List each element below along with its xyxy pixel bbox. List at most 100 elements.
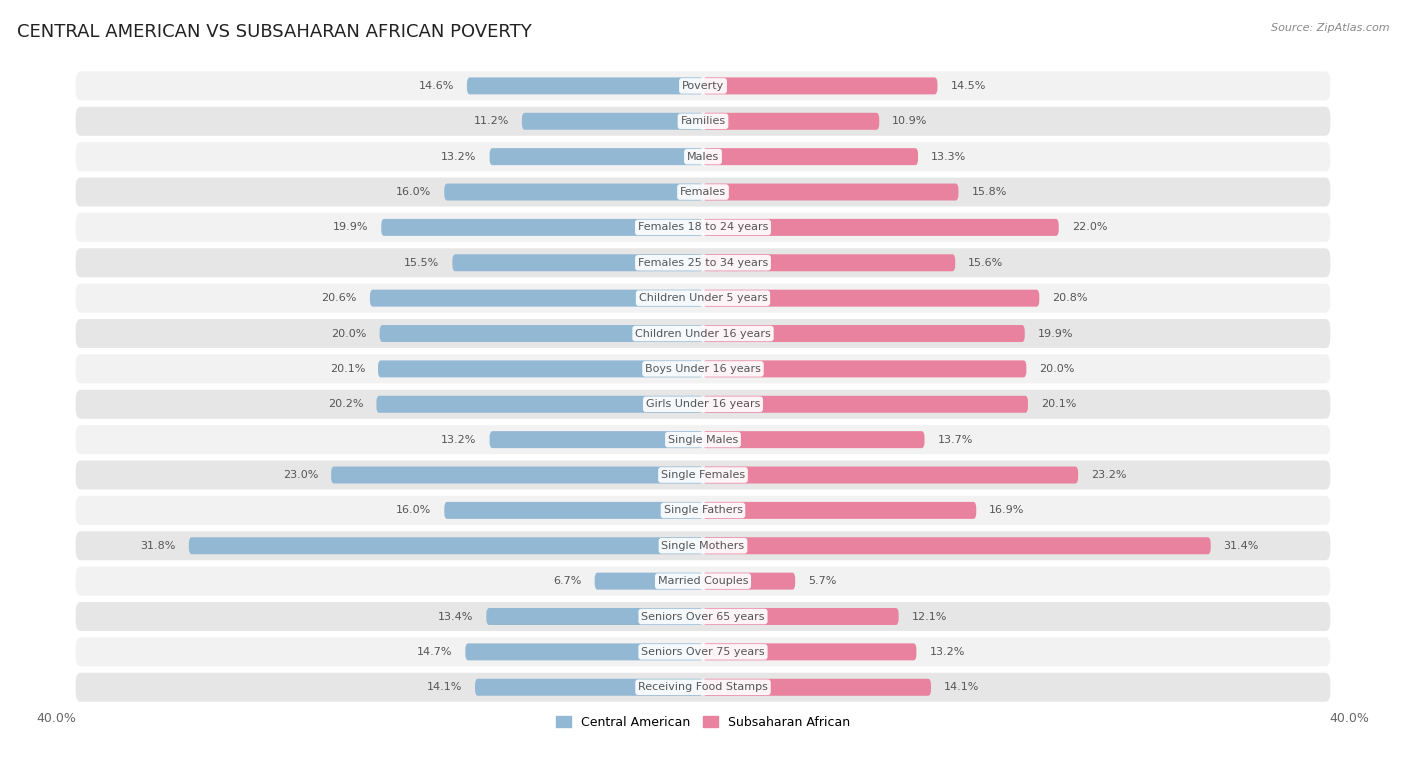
FancyBboxPatch shape <box>703 360 1026 377</box>
Text: 31.8%: 31.8% <box>141 540 176 551</box>
FancyBboxPatch shape <box>76 319 1330 348</box>
Text: 14.6%: 14.6% <box>419 81 454 91</box>
Text: Females 18 to 24 years: Females 18 to 24 years <box>638 222 768 233</box>
Text: Single Mothers: Single Mothers <box>661 540 745 551</box>
Text: 10.9%: 10.9% <box>893 116 928 127</box>
FancyBboxPatch shape <box>703 219 1059 236</box>
Text: Seniors Over 65 years: Seniors Over 65 years <box>641 612 765 622</box>
FancyBboxPatch shape <box>76 107 1330 136</box>
FancyBboxPatch shape <box>332 466 703 484</box>
FancyBboxPatch shape <box>703 325 1025 342</box>
Text: 20.0%: 20.0% <box>332 328 367 339</box>
FancyBboxPatch shape <box>703 537 1211 554</box>
Text: Single Males: Single Males <box>668 434 738 445</box>
FancyBboxPatch shape <box>76 602 1330 631</box>
FancyBboxPatch shape <box>76 283 1330 312</box>
Text: 15.5%: 15.5% <box>404 258 440 268</box>
Text: 20.2%: 20.2% <box>328 399 363 409</box>
Text: CENTRAL AMERICAN VS SUBSAHARAN AFRICAN POVERTY: CENTRAL AMERICAN VS SUBSAHARAN AFRICAN P… <box>17 23 531 41</box>
Text: 11.2%: 11.2% <box>474 116 509 127</box>
Text: 16.0%: 16.0% <box>396 187 432 197</box>
FancyBboxPatch shape <box>522 113 703 130</box>
Text: Receiving Food Stamps: Receiving Food Stamps <box>638 682 768 692</box>
FancyBboxPatch shape <box>76 355 1330 384</box>
Text: 19.9%: 19.9% <box>1038 328 1073 339</box>
FancyBboxPatch shape <box>380 325 703 342</box>
Text: 23.0%: 23.0% <box>283 470 318 480</box>
FancyBboxPatch shape <box>703 77 938 95</box>
FancyBboxPatch shape <box>703 396 1028 413</box>
FancyBboxPatch shape <box>703 254 955 271</box>
Text: 14.5%: 14.5% <box>950 81 986 91</box>
FancyBboxPatch shape <box>76 673 1330 702</box>
Text: 20.1%: 20.1% <box>329 364 366 374</box>
Text: 20.1%: 20.1% <box>1040 399 1077 409</box>
Text: 20.8%: 20.8% <box>1052 293 1088 303</box>
FancyBboxPatch shape <box>76 425 1330 454</box>
FancyBboxPatch shape <box>703 572 796 590</box>
FancyBboxPatch shape <box>486 608 703 625</box>
FancyBboxPatch shape <box>703 644 917 660</box>
FancyBboxPatch shape <box>76 71 1330 100</box>
FancyBboxPatch shape <box>489 148 703 165</box>
Text: 19.9%: 19.9% <box>333 222 368 233</box>
Text: 13.4%: 13.4% <box>439 612 474 622</box>
Text: 13.2%: 13.2% <box>441 434 477 445</box>
FancyBboxPatch shape <box>76 213 1330 242</box>
Text: Families: Families <box>681 116 725 127</box>
Text: Married Couples: Married Couples <box>658 576 748 586</box>
Text: 15.6%: 15.6% <box>969 258 1004 268</box>
Text: 13.7%: 13.7% <box>938 434 973 445</box>
Text: 16.9%: 16.9% <box>990 506 1025 515</box>
Text: 12.1%: 12.1% <box>911 612 948 622</box>
Text: 20.6%: 20.6% <box>322 293 357 303</box>
FancyBboxPatch shape <box>703 678 931 696</box>
FancyBboxPatch shape <box>703 113 879 130</box>
Text: Girls Under 16 years: Girls Under 16 years <box>645 399 761 409</box>
Text: Females 25 to 34 years: Females 25 to 34 years <box>638 258 768 268</box>
Text: Boys Under 16 years: Boys Under 16 years <box>645 364 761 374</box>
Text: 16.0%: 16.0% <box>396 506 432 515</box>
FancyBboxPatch shape <box>76 461 1330 490</box>
FancyBboxPatch shape <box>465 644 703 660</box>
Text: 15.8%: 15.8% <box>972 187 1007 197</box>
Text: 13.3%: 13.3% <box>931 152 966 161</box>
Text: 14.1%: 14.1% <box>943 682 980 692</box>
Text: Single Fathers: Single Fathers <box>664 506 742 515</box>
FancyBboxPatch shape <box>370 290 703 307</box>
Text: Seniors Over 75 years: Seniors Over 75 years <box>641 647 765 657</box>
FancyBboxPatch shape <box>76 390 1330 418</box>
Text: 31.4%: 31.4% <box>1223 540 1258 551</box>
FancyBboxPatch shape <box>703 502 976 519</box>
FancyBboxPatch shape <box>76 567 1330 596</box>
Text: Source: ZipAtlas.com: Source: ZipAtlas.com <box>1271 23 1389 33</box>
FancyBboxPatch shape <box>453 254 703 271</box>
FancyBboxPatch shape <box>76 531 1330 560</box>
FancyBboxPatch shape <box>467 77 703 95</box>
FancyBboxPatch shape <box>703 290 1039 307</box>
FancyBboxPatch shape <box>378 360 703 377</box>
FancyBboxPatch shape <box>381 219 703 236</box>
Text: 14.1%: 14.1% <box>426 682 463 692</box>
Text: 20.0%: 20.0% <box>1039 364 1074 374</box>
Text: 5.7%: 5.7% <box>808 576 837 586</box>
FancyBboxPatch shape <box>703 431 925 448</box>
FancyBboxPatch shape <box>475 678 703 696</box>
FancyBboxPatch shape <box>595 572 703 590</box>
FancyBboxPatch shape <box>703 183 959 201</box>
FancyBboxPatch shape <box>444 502 703 519</box>
Text: 14.7%: 14.7% <box>418 647 453 657</box>
FancyBboxPatch shape <box>489 431 703 448</box>
FancyBboxPatch shape <box>76 143 1330 171</box>
Text: 23.2%: 23.2% <box>1091 470 1126 480</box>
FancyBboxPatch shape <box>76 249 1330 277</box>
Text: 13.2%: 13.2% <box>441 152 477 161</box>
FancyBboxPatch shape <box>76 637 1330 666</box>
FancyBboxPatch shape <box>703 466 1078 484</box>
FancyBboxPatch shape <box>444 183 703 201</box>
Text: 6.7%: 6.7% <box>554 576 582 586</box>
Text: Children Under 5 years: Children Under 5 years <box>638 293 768 303</box>
FancyBboxPatch shape <box>377 396 703 413</box>
Text: 22.0%: 22.0% <box>1071 222 1107 233</box>
Text: Single Females: Single Females <box>661 470 745 480</box>
